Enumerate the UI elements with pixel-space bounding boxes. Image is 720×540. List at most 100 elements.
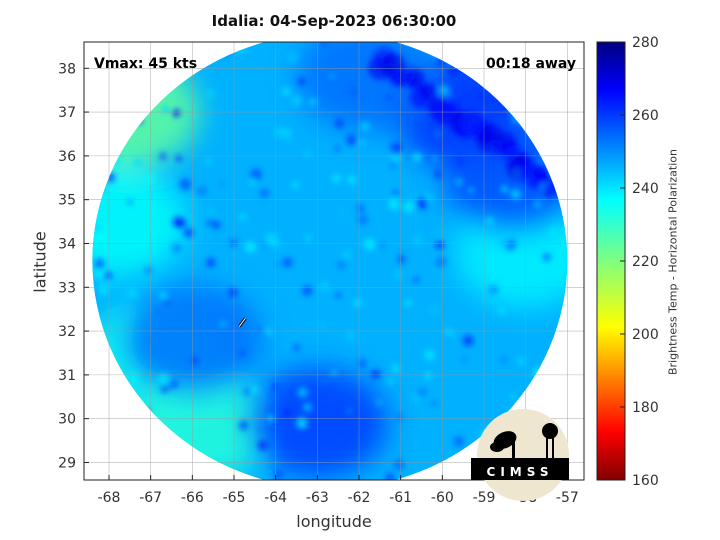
field-speckle (488, 285, 498, 295)
field-speckle (405, 299, 412, 306)
field-speckle (219, 321, 226, 328)
field-speckle (159, 291, 167, 300)
field-speckle (497, 307, 505, 315)
field-speckle (94, 258, 105, 269)
field-speckle (357, 214, 369, 226)
field-speckle (281, 87, 291, 96)
field-speckle (431, 401, 436, 406)
field-speckle (542, 252, 552, 262)
x-tick-label: -62 (348, 490, 371, 506)
field-speckle (331, 173, 342, 184)
field-speckle (501, 357, 507, 363)
colorbar-tick-label: 260 (632, 108, 659, 124)
field-speckle (500, 185, 509, 193)
field-speckle (127, 199, 133, 205)
field-speckle (161, 105, 170, 114)
field-speckle (412, 442, 417, 447)
field-speckle (228, 288, 238, 297)
y-tick-label: 30 (58, 412, 76, 428)
field-speckle (433, 129, 443, 139)
field-speckle (534, 200, 541, 208)
field-speckle (196, 186, 207, 197)
colorbar-tick-label: 200 (632, 327, 659, 343)
field-speckle (346, 135, 357, 145)
field-speckle (262, 242, 267, 247)
vmax-label: Vmax: 45 kts (94, 56, 197, 72)
field-speckle (393, 458, 405, 471)
field-speckle (205, 158, 212, 165)
y-tick-label: 35 (58, 193, 76, 209)
field-speckle (205, 219, 214, 227)
field-speckle (127, 371, 139, 383)
field-speckle (347, 86, 359, 97)
field-speckle (219, 181, 225, 187)
field-speckle (391, 364, 400, 373)
field-speckle (435, 256, 447, 268)
field-speckle (176, 218, 186, 228)
field-speckle (244, 241, 256, 253)
x-tick-label: -61 (389, 490, 412, 506)
field-speckle (468, 187, 474, 193)
field-speckle (402, 201, 415, 213)
time-away-label: 00:18 away (486, 56, 576, 72)
field-speckle (342, 250, 351, 259)
field-speckle (258, 440, 268, 451)
field-cold-band (420, 82, 439, 101)
logo-mast-icon (512, 440, 515, 458)
field-speckle (517, 357, 525, 366)
field-speckle (287, 52, 299, 64)
field-speckle (127, 288, 138, 299)
field-speckle (393, 190, 398, 196)
field-speckle (390, 143, 402, 155)
field-speckle (390, 151, 402, 164)
field-speckle (273, 469, 284, 480)
field-speckle (99, 281, 108, 289)
field-speckle (339, 208, 344, 214)
y-tick-label: 33 (58, 280, 76, 296)
field-speckle (259, 188, 270, 199)
field-speckle (424, 349, 436, 361)
x-tick-label: -59 (473, 490, 496, 506)
field-speckle (411, 394, 421, 403)
field-speckle (275, 261, 280, 266)
field-speckle (168, 379, 179, 389)
field-speckle (486, 217, 494, 225)
field-speckle (462, 357, 467, 362)
field-speckle (448, 330, 455, 337)
field-speckle (321, 42, 328, 48)
field-speckle (347, 409, 352, 414)
field-speckle (293, 344, 300, 351)
field-speckle (550, 226, 557, 233)
field-speckle (284, 409, 291, 416)
y-axis-ticks: 29 30 31 32 33 34 35 36 37 38 (58, 61, 89, 471)
field-speckle (159, 152, 167, 161)
colorbar-tick-label: 240 (632, 181, 659, 197)
x-tick-label: -64 (264, 490, 287, 506)
field-speckle (191, 357, 198, 364)
field-speckle (390, 161, 396, 167)
field-speckle (510, 189, 521, 200)
field-speckle (191, 201, 196, 207)
field-speckle (411, 234, 424, 246)
field-speckle (455, 156, 465, 167)
field-speckle (95, 232, 107, 245)
field-speckle (388, 198, 400, 210)
field-speckle (322, 378, 327, 384)
field-speckle (286, 441, 294, 449)
field-speckle (265, 233, 278, 246)
field-speckle (415, 197, 428, 210)
field-speckle (95, 270, 103, 278)
field-speckle (267, 414, 275, 422)
field-speckle (297, 387, 308, 398)
field-speckle (297, 77, 306, 86)
storm-center-marker-inner (238, 318, 246, 327)
colorbar-label: Brightness Temp - Horizontal Polarizatio… (666, 149, 680, 375)
field-speckle (237, 212, 247, 222)
field-cold-band (406, 68, 426, 88)
logo-sun-disc (477, 409, 569, 501)
field-speckle (320, 323, 325, 328)
field-warm-region (92, 166, 188, 277)
field-speckle (282, 257, 293, 268)
field-speckle (291, 181, 299, 189)
